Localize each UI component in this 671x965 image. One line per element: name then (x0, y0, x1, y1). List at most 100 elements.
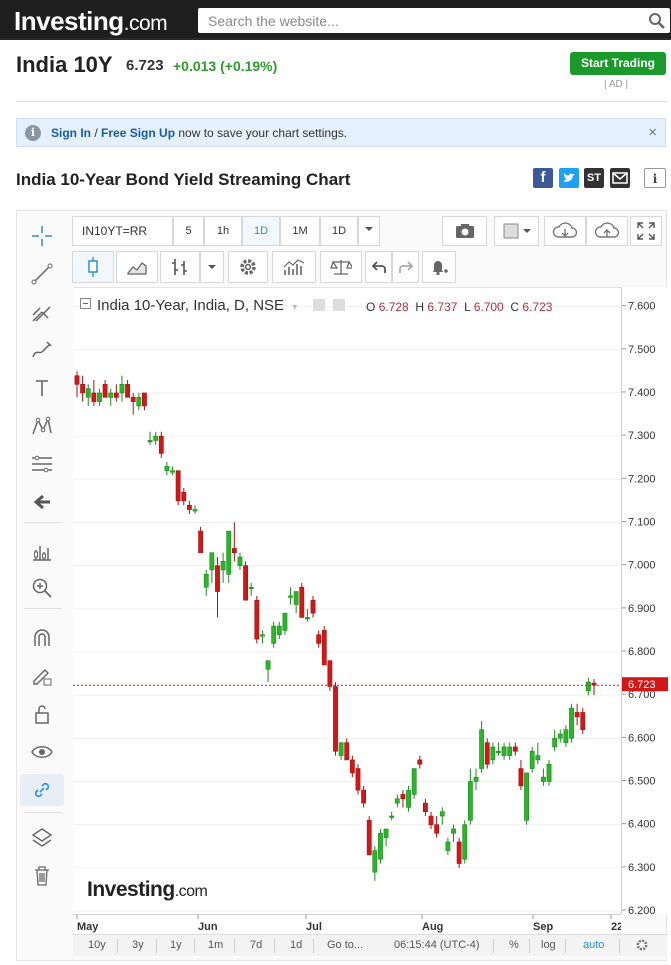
add-alert-icon[interactable] (422, 251, 456, 283)
info-button[interactable]: i (644, 168, 666, 188)
candle (518, 759, 524, 791)
crosshair-icon[interactable] (20, 220, 64, 252)
candle-body (158, 435, 164, 454)
chevron-down-icon[interactable] (200, 251, 224, 283)
candle (158, 431, 164, 458)
candle (569, 703, 574, 743)
stocktwits-share-icon[interactable]: ST (584, 168, 604, 188)
candle (541, 768, 546, 786)
range-3y[interactable]: 3y (132, 939, 144, 951)
pitchfork-icon[interactable] (20, 296, 64, 328)
interval-1m[interactable]: 1M (280, 216, 320, 246)
back-arrow-icon[interactable] (20, 486, 64, 518)
price-axis[interactable]: 7.600 7.500 7.400 7.300 7.200 7.100 7.000 6.900… (621, 287, 668, 914)
interval-5[interactable]: 5 (173, 216, 204, 246)
range-7d[interactable]: 7d (250, 939, 263, 951)
settings-gear-icon[interactable] (313, 299, 326, 311)
camera-icon[interactable] (442, 216, 487, 246)
close-value: 6.723 (522, 300, 553, 314)
redo-icon[interactable] (392, 251, 419, 283)
range-10y[interactable]: 10y (88, 939, 106, 951)
range-1y[interactable]: 1y (170, 939, 182, 951)
y-tick-label: 7.300 (628, 430, 656, 442)
search-icon[interactable] (648, 12, 666, 35)
collapse-legend-icon[interactable] (80, 298, 91, 309)
site-logo[interactable]: Investing.com (14, 6, 168, 37)
auto-scale-toggle[interactable]: auto (583, 939, 605, 951)
indicators-icon[interactable] (272, 251, 316, 283)
chevron-down-icon[interactable]: ▾ (292, 302, 298, 313)
range-1d[interactable]: 1d (290, 939, 303, 951)
link-icon[interactable] (20, 774, 64, 806)
time-axis[interactable]: May Jun Jul Aug Sep 22 (73, 914, 621, 934)
cloud-download-icon[interactable] (544, 216, 586, 246)
sign-in-link[interactable]: Sign In (51, 126, 91, 140)
percent-scale-toggle[interactable]: % (509, 939, 519, 951)
cloud-upload-icon[interactable] (586, 216, 628, 246)
magnet-icon[interactable] (20, 622, 64, 654)
trash-icon[interactable] (20, 860, 64, 892)
fullscreen-icon[interactable] (630, 216, 662, 246)
candle (282, 612, 288, 635)
search-input[interactable] (198, 8, 628, 33)
ad-label: | AD | (604, 79, 629, 90)
bar-chart-icon[interactable] (160, 251, 200, 283)
color-picker[interactable] (494, 216, 539, 246)
trend-line-icon[interactable] (20, 258, 64, 290)
sign-up-link[interactable]: Free Sign Up (101, 126, 176, 140)
measure-icon[interactable] (20, 536, 64, 568)
candle-body (451, 828, 456, 834)
candle-body (512, 746, 518, 752)
ohlc-readout: O 6.728 H 6.737 L 6.700 C 6.723 (366, 300, 552, 314)
interval-1h[interactable]: 1h (204, 216, 242, 246)
candle-body (333, 686, 338, 752)
email-share-icon[interactable] (610, 168, 630, 188)
candle (535, 742, 541, 765)
candlestick-icon[interactable] (72, 251, 114, 283)
compare-scale-icon[interactable] (320, 251, 362, 283)
candle-body (349, 759, 355, 774)
candle (299, 582, 305, 618)
x-tick-label: 22 (611, 921, 621, 933)
range-1m[interactable]: 1m (208, 939, 224, 951)
area-chart-icon[interactable] (116, 251, 158, 283)
lock-drawings-icon[interactable] (20, 660, 64, 692)
interval-1d[interactable]: 1D (242, 216, 280, 246)
candle-body (456, 841, 462, 864)
low-value: 6.700 (473, 300, 504, 314)
eye-icon[interactable] (20, 736, 64, 768)
settings-gear-icon[interactable] (635, 938, 649, 957)
chevron-down-icon[interactable] (358, 216, 380, 246)
goto-date-button[interactable]: Go to... (327, 939, 364, 951)
candle (147, 431, 153, 445)
unlock-icon[interactable] (20, 698, 64, 730)
candle-body (164, 466, 170, 471)
candle-body (293, 591, 299, 605)
candle-body (557, 733, 563, 739)
candle (585, 677, 591, 696)
text-tool-icon[interactable] (20, 372, 64, 404)
brush-icon[interactable] (20, 334, 64, 366)
log-scale-toggle[interactable]: log (541, 939, 556, 951)
zoom-in-icon[interactable] (20, 572, 64, 604)
chart-plot-area[interactable] (73, 287, 621, 914)
candle (130, 392, 136, 415)
facebook-share-icon[interactable]: f (533, 168, 553, 188)
symbol-input[interactable]: IN10YT=RR (72, 216, 173, 246)
candle (260, 630, 265, 644)
close-icon[interactable] (332, 299, 345, 311)
fib-retracement-icon[interactable] (20, 448, 64, 480)
resolution-select[interactable]: 1D (320, 216, 358, 246)
layers-icon[interactable] (20, 822, 64, 854)
candle (467, 768, 473, 825)
candle (417, 755, 423, 769)
pattern-icon[interactable] (20, 410, 64, 442)
undo-icon[interactable] (365, 251, 392, 283)
settings-gear-icon[interactable] (228, 251, 268, 283)
start-trading-button[interactable]: Start Trading (570, 52, 666, 75)
close-icon[interactable]: × (648, 124, 657, 141)
twitter-share-icon[interactable] (559, 168, 579, 188)
candle (456, 837, 462, 868)
divider (117, 939, 118, 953)
candle-body (226, 530, 232, 575)
